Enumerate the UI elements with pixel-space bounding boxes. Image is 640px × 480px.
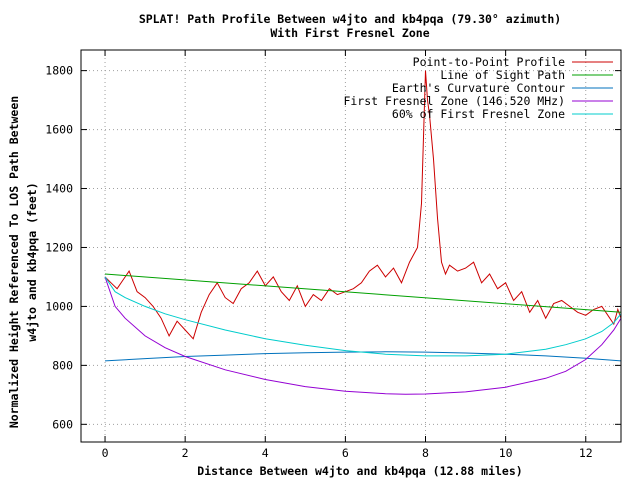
legend-label: First Fresnel Zone (146.520 MHz) [343, 94, 565, 108]
chart-subtitle: With First Fresnel Zone [270, 26, 429, 40]
plot-frame [80, 49, 622, 443]
series-line-2 [104, 273, 622, 313]
legend-label: Earth's Curvature Contour [392, 81, 565, 95]
legend-label: Point-to-Point Profile [413, 55, 565, 69]
axis-tick-labels: 0 2 4 6 8 10 12 600 800 1000 1200 1400 1600 1800 [45, 64, 592, 460]
y-tick-label: 1800 [45, 64, 73, 78]
series-line-4 [104, 276, 622, 395]
x-tick-label: 10 [499, 446, 513, 460]
x-tick-label: 12 [579, 446, 593, 460]
chart-title: SPLAT! Path Profile Between w4jto and kb… [139, 12, 561, 26]
x-tick-label: 8 [422, 446, 429, 460]
x-tick-label: 0 [102, 446, 109, 460]
y-tick-label: 1400 [45, 182, 73, 196]
legend-label: Line of Sight Path [440, 68, 565, 82]
x-tick-label: 4 [262, 446, 269, 460]
y-tick-label: 1000 [45, 299, 73, 313]
x-tick-label: 6 [342, 446, 349, 460]
y-tick-label: 800 [52, 358, 73, 372]
y-axis-label-line-2: w4jto and kb4pqa (feet) [25, 182, 39, 341]
x-axis-label: Distance Between w4jto and kb4pqa (12.88… [197, 464, 522, 478]
axis-ticks [81, 50, 621, 442]
series-line-3 [104, 351, 622, 362]
y-tick-label: 600 [52, 417, 73, 431]
x-tick-label: 2 [182, 446, 189, 460]
grid [81, 50, 621, 442]
series-lines [104, 70, 622, 395]
series-line-5 [104, 276, 622, 357]
legend-label: 60% of First Fresnel Zone [392, 107, 565, 121]
y-tick-label: 1200 [45, 240, 73, 254]
y-axis-label-line-1: Normalized Height Referenced To LOS Path… [7, 96, 21, 428]
series-line-1 [104, 70, 622, 340]
y-tick-label: 1600 [45, 123, 73, 137]
